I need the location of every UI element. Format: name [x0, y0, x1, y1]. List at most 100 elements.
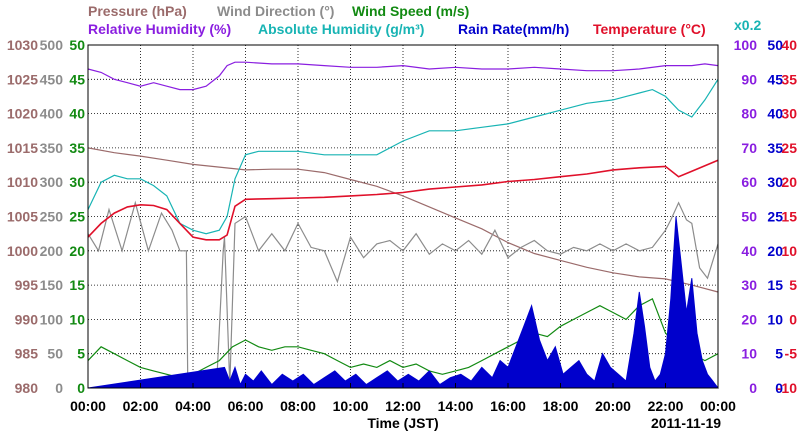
y-tick-label: 400: [40, 106, 64, 122]
y-axes: 1030102510201015101010051000995990985980…: [7, 37, 797, 396]
y-tick-label: 50: [69, 37, 85, 53]
y-tick-label: 15: [781, 209, 797, 225]
y-tick-label: 60: [741, 174, 757, 190]
x-tick-label: 14:00: [438, 398, 474, 414]
legend: Pressure (hPa) Wind Direction (°) Wind S…: [88, 3, 761, 37]
y-tick-label: 10: [767, 311, 783, 327]
legend-temperature: Temperature (°C): [593, 21, 706, 37]
x-tick-label: 18:00: [543, 398, 579, 414]
y-tick-label: 985: [15, 346, 39, 362]
x-tick-label: 08:00: [280, 398, 316, 414]
y-tick-label: 15: [69, 277, 85, 293]
y-tick-label: 0: [77, 380, 85, 396]
legend-rain-rate: Rain Rate(mm/h): [458, 21, 569, 37]
y-tick-label: 20: [69, 243, 85, 259]
x-tick-label: 02:00: [123, 398, 159, 414]
y-tick-label: 45: [69, 71, 85, 87]
y-tick-label: 0: [789, 311, 797, 327]
y-tick-label: 990: [15, 311, 39, 327]
y-tick-label: 10: [781, 243, 797, 259]
y-tick-label: 35: [781, 71, 797, 87]
x-tick-label: 10:00: [333, 398, 369, 414]
y-tick-label: 0: [749, 380, 757, 396]
y-tick-label: 30: [741, 277, 757, 293]
y-tick-label: 30: [781, 106, 797, 122]
y-tick-label: 50: [767, 37, 783, 53]
y-tick-label: 5: [775, 346, 783, 362]
y-tick-label: 35: [767, 140, 783, 156]
x-axis-title: Time (JST): [367, 415, 438, 431]
y-tick-label: 500: [40, 37, 64, 53]
date-label: 2011-11-19: [651, 415, 721, 431]
grid: [88, 45, 718, 388]
y-tick-label: 1025: [7, 71, 38, 87]
series-layer: [87, 61, 720, 389]
y-tick-label: 0: [55, 380, 63, 396]
y-tick-label: -10: [777, 380, 797, 396]
y-tick-label: 15: [767, 277, 783, 293]
legend-relative-humidity: Relative Humidity (%): [88, 21, 231, 37]
y-tick-label: 1015: [7, 140, 38, 156]
y-tick-label: 30: [767, 174, 783, 190]
x-tick-label: 20:00: [595, 398, 631, 414]
y-tick-label: 50: [741, 209, 757, 225]
series-absolute-humidity-g-m: [87, 78, 719, 235]
y-tick-label: 25: [69, 209, 85, 225]
y-tick-label: 250: [40, 209, 64, 225]
y-tick-label: 20: [781, 174, 797, 190]
y-tick-label: 980: [15, 380, 39, 396]
y-tick-label: 70: [741, 140, 757, 156]
y-tick-label: 5: [789, 277, 797, 293]
series-relative-humidity: [87, 61, 719, 91]
y-tick-label: 25: [781, 140, 797, 156]
y-tick-label: 40: [767, 106, 783, 122]
series-temperature-c: [87, 159, 719, 241]
y-tick-label: 40: [781, 37, 797, 53]
y-tick-label: 25: [767, 209, 783, 225]
legend-row-2: Relative Humidity (%) Absolute Humidity …: [88, 21, 706, 37]
y-tick-label: 80: [741, 106, 757, 122]
y-tick-label: 90: [741, 71, 757, 87]
axis-scale-note: x0.2: [734, 17, 761, 33]
y-tick-label: 10: [741, 346, 757, 362]
y-tick-label: 1010: [7, 174, 38, 190]
x-tick-label: 06:00: [228, 398, 264, 414]
x-tick-label: 04:00: [175, 398, 211, 414]
legend-row-1: Pressure (hPa) Wind Direction (°) Wind S…: [88, 3, 469, 19]
x-tick-label: 22:00: [648, 398, 684, 414]
y-tick-label: 100: [40, 311, 64, 327]
y-tick-label: 50: [47, 346, 63, 362]
y-tick-label: -5: [785, 346, 798, 362]
y-axis-pressure-hpa: 1030 1025 1020 1015 1010 1005 1000 995 990 985 980: [7, 37, 38, 396]
legend-pressure: Pressure (hPa): [88, 3, 187, 19]
y-tick-label: 1000: [7, 243, 38, 259]
series-rain-rate-mm-h: [87, 216, 720, 389]
y-tick-label: 10: [69, 311, 85, 327]
y-tick-label: 1005: [7, 209, 38, 225]
legend-wind-direction: Wind Direction (°): [217, 3, 334, 19]
y-tick-label: 150: [40, 277, 64, 293]
legend-wind-speed: Wind Speed (m/s): [352, 3, 469, 19]
y-tick-label: 350: [40, 140, 64, 156]
legend-absolute-humidity: Absolute Humidity (g/m³): [258, 21, 424, 37]
y-tick-label: 450: [40, 71, 64, 87]
y-tick-label: 35: [69, 140, 85, 156]
y-tick-label: 20: [767, 243, 783, 259]
x-tick-label: 00:00: [70, 398, 106, 414]
y-tick-label: 1020: [7, 106, 38, 122]
y-tick-label: 20: [741, 311, 757, 327]
x-tick-label: 12:00: [385, 398, 421, 414]
y-axis-temperature-c: 40 35 30 25 20 15 10 5 0 -5 -10: [777, 37, 797, 396]
y-tick-label: 100: [734, 37, 758, 53]
y-tick-label: 45: [767, 71, 783, 87]
y-tick-label: 1030: [7, 37, 38, 53]
x-tick-label: 00:00: [700, 398, 736, 414]
y-tick-label: 40: [741, 243, 757, 259]
y-tick-label: 40: [69, 106, 85, 122]
y-tick-label: 300: [40, 174, 64, 190]
series-wind-direction: [87, 200, 719, 386]
